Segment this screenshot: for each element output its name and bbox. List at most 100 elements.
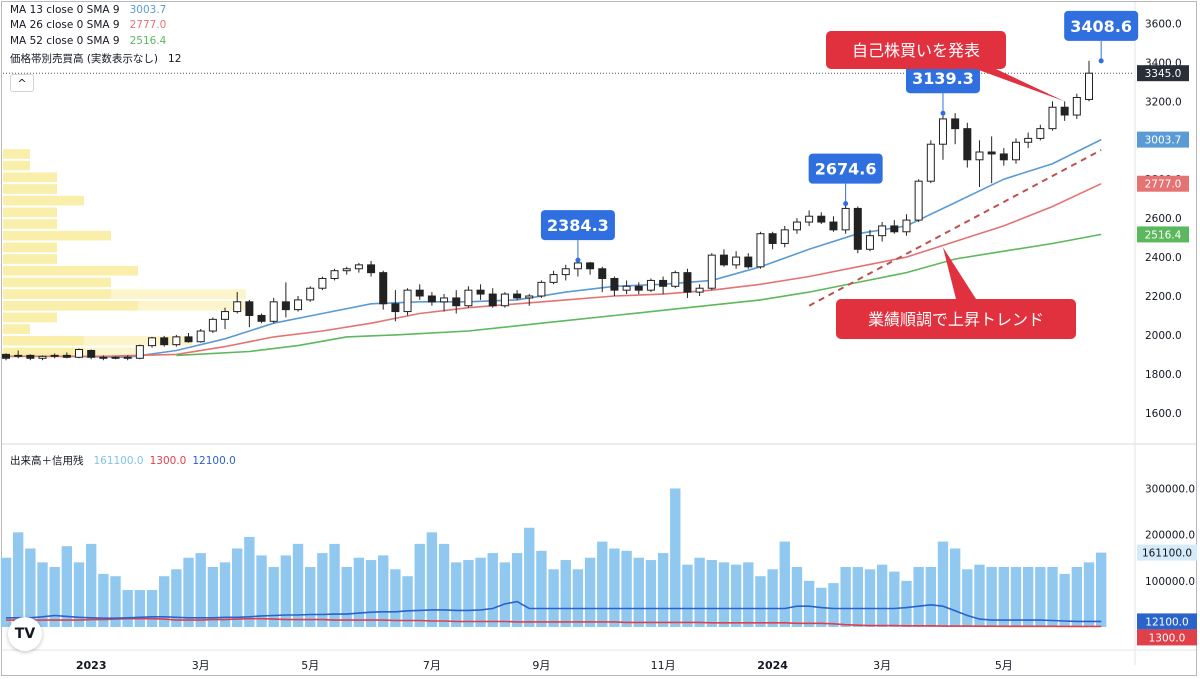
candle-body bbox=[415, 289, 424, 297]
volume-legend[interactable]: 出来高＋信用残 161100.0 1300.0 12100.0 bbox=[10, 454, 236, 468]
volume-bar bbox=[974, 564, 985, 627]
candle bbox=[902, 214, 911, 236]
candle bbox=[281, 282, 290, 318]
candle bbox=[488, 288, 497, 308]
legend-ma52-value: 2516.4 bbox=[129, 35, 167, 47]
candle-body bbox=[111, 356, 120, 359]
candle bbox=[160, 335, 169, 347]
volume-bar bbox=[98, 573, 109, 627]
candle bbox=[415, 284, 424, 300]
volume-bar bbox=[341, 566, 352, 627]
candle bbox=[926, 140, 935, 184]
volume-profile-bar bbox=[84, 347, 138, 358]
volume-bar bbox=[1035, 566, 1046, 627]
time-axis-label: 5月 bbox=[995, 659, 1013, 672]
candle-body bbox=[525, 295, 534, 299]
volume-bar bbox=[183, 557, 194, 627]
candle-body bbox=[233, 301, 242, 313]
trendline-dashed bbox=[808, 149, 1102, 307]
volume-profile-bar bbox=[3, 172, 57, 183]
price-axis-tick-label: 2600.0 bbox=[1145, 213, 1182, 225]
tradingview-logo-icon[interactable]: TV bbox=[8, 617, 42, 651]
candle bbox=[75, 348, 84, 359]
volume-legend-v3: 12100.0 bbox=[192, 455, 236, 467]
volume-bar bbox=[122, 590, 133, 627]
candle-body bbox=[391, 303, 400, 313]
moving-average-line bbox=[176, 233, 1102, 357]
volume-bar bbox=[487, 553, 498, 627]
volume-bar bbox=[25, 548, 36, 627]
candle bbox=[464, 286, 473, 308]
candle-body bbox=[1011, 141, 1020, 161]
candle-body bbox=[135, 345, 144, 359]
volume-profile-bar bbox=[3, 312, 57, 323]
candle-body bbox=[719, 254, 728, 266]
volume-bar bbox=[840, 566, 851, 627]
callout-label-h3139: 3139.3 bbox=[912, 69, 974, 88]
price-axis-tick-label: 3600.0 bbox=[1145, 19, 1182, 31]
candle-body bbox=[99, 356, 108, 359]
volume-bar bbox=[536, 550, 547, 627]
volume-bar bbox=[548, 569, 559, 627]
volume-bar bbox=[61, 546, 73, 627]
candle bbox=[269, 297, 278, 324]
candle bbox=[987, 136, 996, 184]
candle bbox=[646, 278, 655, 293]
legend-ma13[interactable]: MA 13 close 0 SMA 9 3003.7 bbox=[10, 3, 166, 17]
volume-bar bbox=[1059, 573, 1070, 627]
candle bbox=[427, 292, 436, 306]
candle-body bbox=[452, 297, 461, 307]
volume-bar bbox=[1022, 566, 1034, 627]
candle bbox=[683, 268, 692, 298]
candle-body bbox=[829, 221, 838, 231]
volume-bar bbox=[73, 562, 85, 627]
volume-bar bbox=[633, 557, 644, 627]
candle-body bbox=[975, 151, 984, 161]
candle bbox=[403, 288, 412, 316]
candle bbox=[87, 349, 96, 360]
volume-value-tag-bg bbox=[1137, 613, 1197, 630]
candle bbox=[951, 113, 960, 145]
volume-bar bbox=[511, 553, 523, 627]
candle bbox=[695, 284, 704, 296]
volume-legend-title: 出来高＋信用残 bbox=[10, 455, 84, 467]
volume-bar bbox=[621, 550, 632, 627]
volume-bar bbox=[414, 543, 425, 627]
volume-bar bbox=[219, 562, 231, 627]
legend-ma26[interactable]: MA 26 close 0 SMA 9 2777.0 bbox=[10, 18, 166, 32]
margin-balance-line bbox=[6, 617, 1102, 628]
legend-ma52[interactable]: MA 52 close 0 SMA 9 2516.4 bbox=[10, 34, 166, 48]
candle bbox=[306, 286, 315, 302]
legend-collapse-button[interactable]: ^ bbox=[10, 74, 34, 92]
candle bbox=[26, 354, 35, 361]
time-axis-label: 2024 bbox=[757, 659, 788, 672]
volume-bar bbox=[244, 536, 255, 627]
candle bbox=[172, 334, 181, 347]
volume-bar bbox=[134, 590, 146, 627]
candle bbox=[294, 296, 303, 312]
candle-body bbox=[257, 314, 266, 322]
legend-volume-profile[interactable]: 価格帯別売買高 (実数表示なし) 12 bbox=[10, 52, 181, 66]
candle-body bbox=[671, 272, 680, 287]
price-axis-tick-label: 2000.0 bbox=[1145, 330, 1182, 342]
volume-profile-bar bbox=[138, 300, 246, 311]
candle bbox=[1048, 101, 1057, 131]
volume-bar bbox=[390, 569, 401, 627]
candle bbox=[622, 280, 631, 295]
candle bbox=[221, 307, 230, 330]
legend-ma13-value: 3003.7 bbox=[129, 4, 167, 16]
legend-ma13-label: MA 13 close 0 SMA 9 bbox=[10, 4, 120, 16]
ma-value-tag: 2777.0 bbox=[1145, 179, 1182, 191]
candle-body bbox=[184, 336, 193, 343]
volume-bar bbox=[475, 557, 486, 627]
candle-body bbox=[890, 225, 899, 233]
candle-body bbox=[500, 293, 509, 307]
candle-body bbox=[354, 264, 363, 270]
callout-label-buyback: 自己株買いを発表 bbox=[852, 41, 980, 60]
candle bbox=[1024, 132, 1033, 149]
candle-body bbox=[914, 180, 923, 221]
candle bbox=[452, 290, 461, 314]
candle bbox=[123, 355, 132, 361]
volume-bar bbox=[256, 555, 267, 627]
